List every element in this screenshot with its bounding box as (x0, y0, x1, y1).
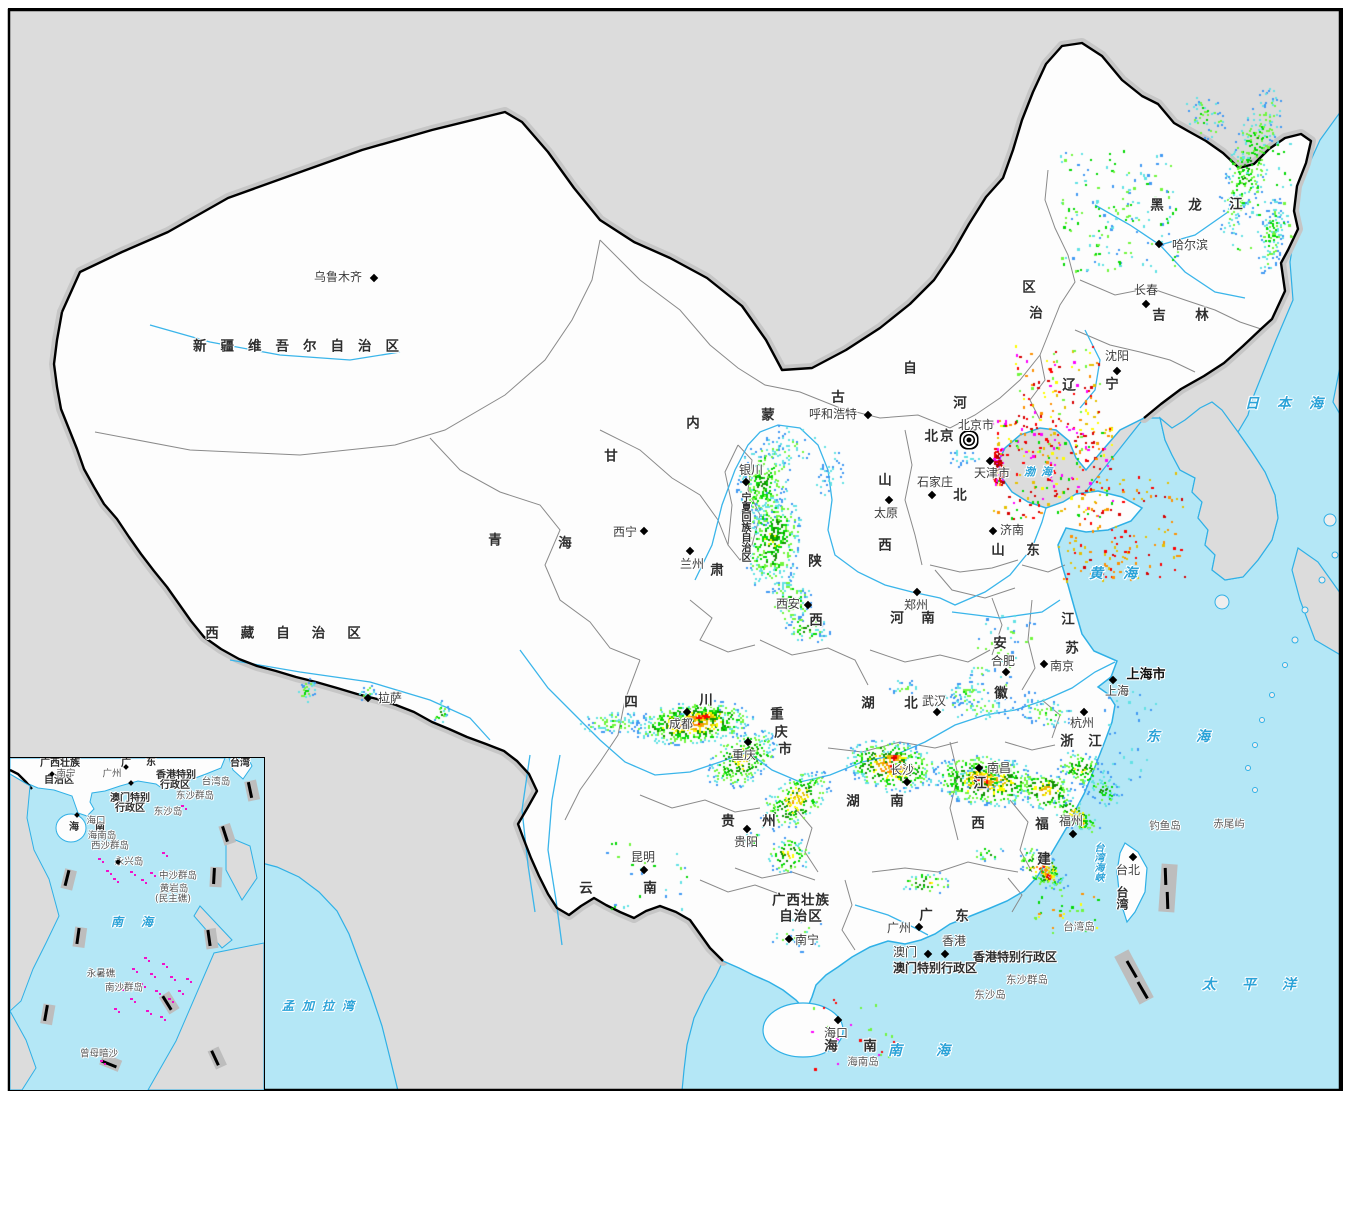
map-frame (8, 8, 1343, 1207)
south-china-sea-inset: 广西壮族 自治区广东香港特别 行政区 澳门特别 行政区 台湾海南南宁 广州 台湾岛 东沙群岛 东沙… (9, 757, 265, 1091)
legend-bar: 全国雷达拼图 [2026-03-28 00:54:00] [ 组合反射率 ] 5… (0, 1091, 1349, 1208)
inset-svg (10, 758, 264, 1090)
